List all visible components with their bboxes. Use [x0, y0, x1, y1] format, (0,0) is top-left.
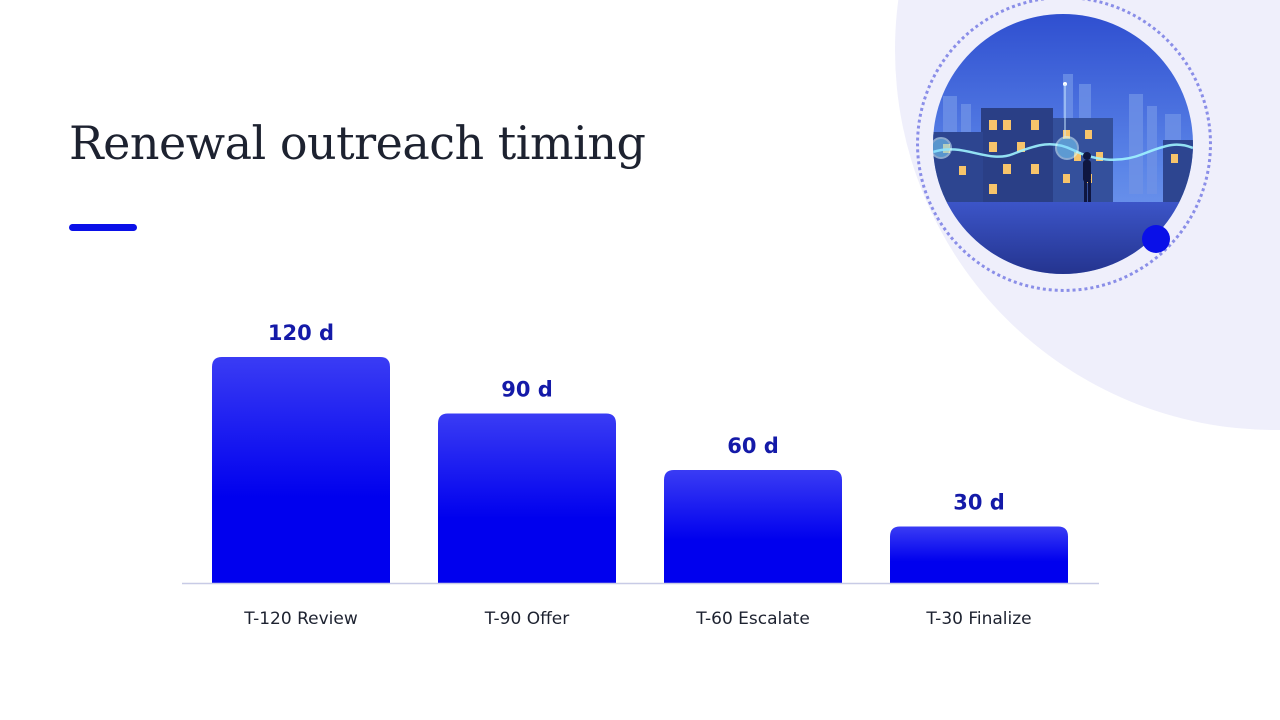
bar-value-label: 30 d — [953, 491, 1005, 515]
category-label: T-120 Review — [243, 609, 358, 629]
accent-dot — [1142, 225, 1170, 253]
bar-value-label: 90 d — [501, 378, 553, 402]
bar-t-90-offer — [438, 413, 616, 583]
bar-t-120-review — [212, 357, 390, 583]
city-apartments-illustration — [933, 14, 1193, 274]
bar-value-label: 120 d — [268, 321, 334, 345]
slide-title: Renewal outreach timing — [69, 116, 646, 170]
bar-value-label: 60 d — [727, 434, 779, 458]
bar-t-30-finalize — [890, 526, 1068, 583]
bar-t-60-escalate — [664, 470, 842, 583]
category-label: T-30 Finalize — [925, 609, 1031, 629]
title-underline — [69, 224, 137, 231]
category-label: T-90 Offer — [484, 609, 570, 629]
category-label: T-60 Escalate — [695, 609, 810, 629]
dotted-ring — [916, 0, 1212, 292]
